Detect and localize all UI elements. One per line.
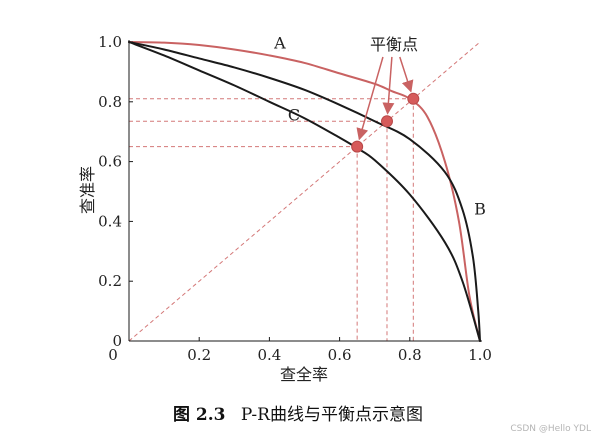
annotation-arrow [399, 56, 414, 93]
tick-labels: 0 0.2 0.4 0.6 0.8 1.0 0 0.2 0.4 0.6 0.8 1.0 [98, 33, 492, 364]
x-tick-label: 0.6 [328, 346, 352, 364]
x-tick-label: 1.0 [468, 346, 492, 364]
axes-frame [128, 40, 482, 342]
curve-label-a: A [273, 33, 286, 52]
y-tick-label: 0.2 [98, 272, 122, 290]
watermark: CSDN @Hello YDL [510, 424, 591, 434]
figure-caption: 图 2.3 P-R曲线与平衡点示意图 [173, 405, 423, 425]
annotation-layer: A B C 平衡点 [273, 33, 486, 218]
caption-number: 图 2.3 [173, 405, 226, 425]
equilibrium-annotation: 平衡点 [370, 35, 418, 54]
annotation-arrow [356, 56, 384, 141]
diagonal-line [128, 41, 481, 342]
y-tick-label: 0.6 [98, 153, 122, 171]
series-line-b [128, 41, 481, 342]
x-tick-label: 0.8 [398, 346, 422, 364]
y-tick-label: 1.0 [98, 33, 122, 51]
x-tick-label: 0.2 [187, 346, 211, 364]
caption-text: P-R曲线与平衡点示意图 [241, 405, 423, 425]
equilibrium-point [380, 115, 393, 128]
y-axis-title: 查准率 [78, 166, 97, 214]
curve-label-b: B [474, 199, 486, 218]
equilibrium-point [407, 92, 420, 105]
equilibrium-point [351, 140, 364, 153]
curve-label-c: C [288, 105, 300, 124]
series-line-c [128, 41, 481, 342]
x-tick-label: 0.4 [257, 346, 281, 364]
guide-lines [128, 41, 481, 342]
y-tick-label: 0 [112, 332, 122, 350]
x-tick-label: 0 [108, 346, 118, 364]
x-axis-title: 查全率 [280, 365, 328, 384]
y-tick-label: 0.8 [98, 93, 122, 111]
annotation-arrow [382, 56, 395, 115]
equilibrium-points [351, 92, 420, 153]
y-tick-label: 0.4 [98, 212, 122, 230]
